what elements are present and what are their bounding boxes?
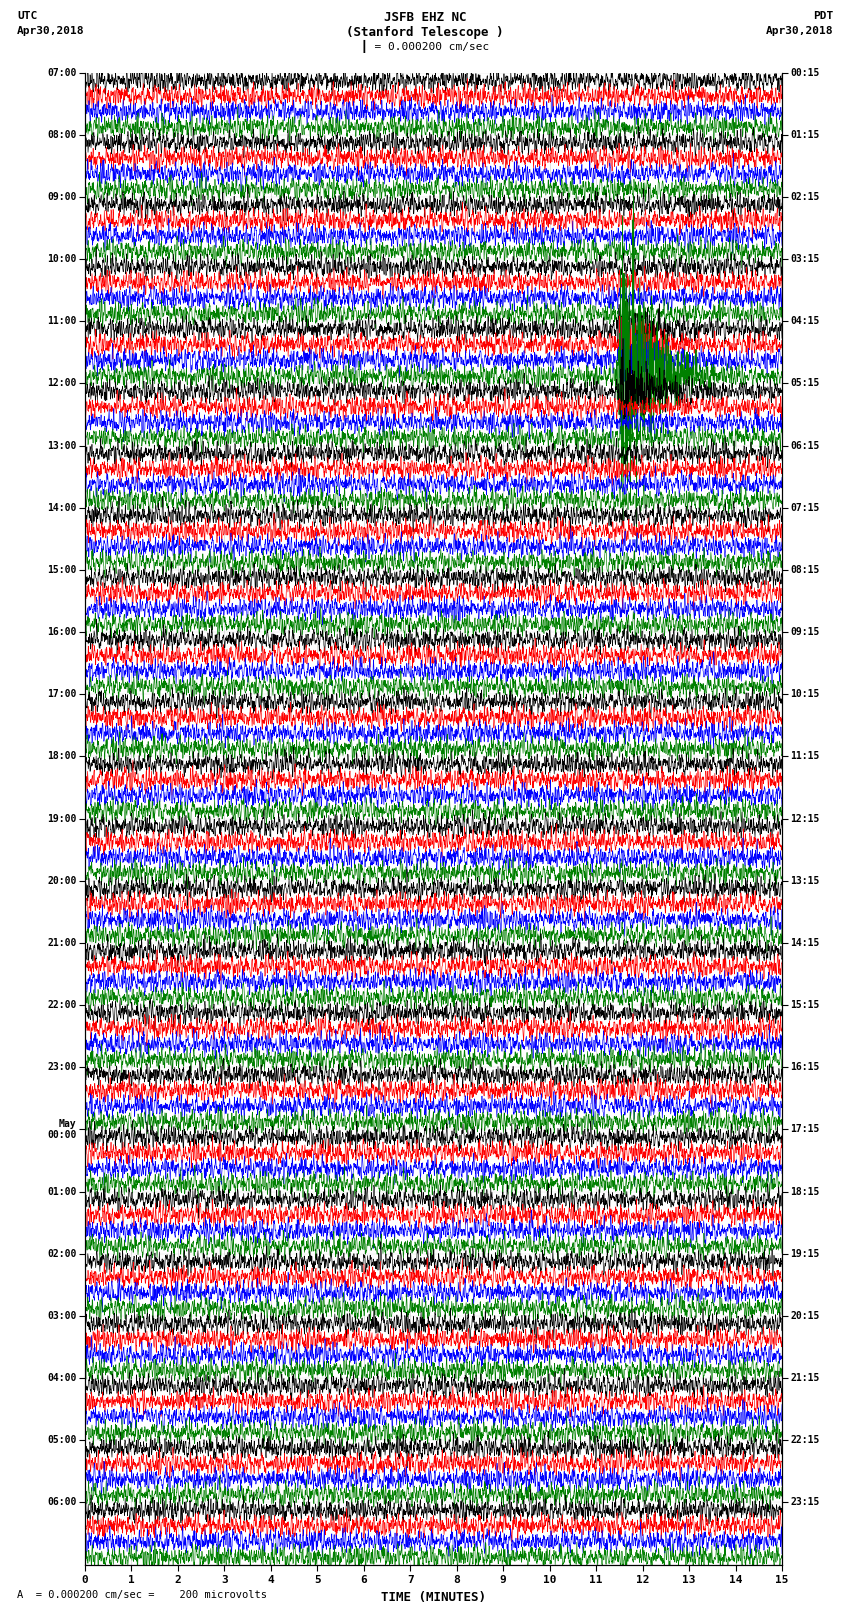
- Text: PDT: PDT: [813, 11, 833, 21]
- Text: JSFB EHZ NC: JSFB EHZ NC: [383, 11, 467, 24]
- Text: ┃ = 0.000200 cm/sec: ┃ = 0.000200 cm/sec: [361, 40, 489, 53]
- X-axis label: TIME (MINUTES): TIME (MINUTES): [381, 1590, 486, 1603]
- Text: Apr30,2018: Apr30,2018: [766, 26, 833, 35]
- Text: A  = 0.000200 cm/sec =    200 microvolts: A = 0.000200 cm/sec = 200 microvolts: [17, 1590, 267, 1600]
- Text: Apr30,2018: Apr30,2018: [17, 26, 84, 35]
- Text: (Stanford Telescope ): (Stanford Telescope ): [346, 26, 504, 39]
- Text: UTC: UTC: [17, 11, 37, 21]
